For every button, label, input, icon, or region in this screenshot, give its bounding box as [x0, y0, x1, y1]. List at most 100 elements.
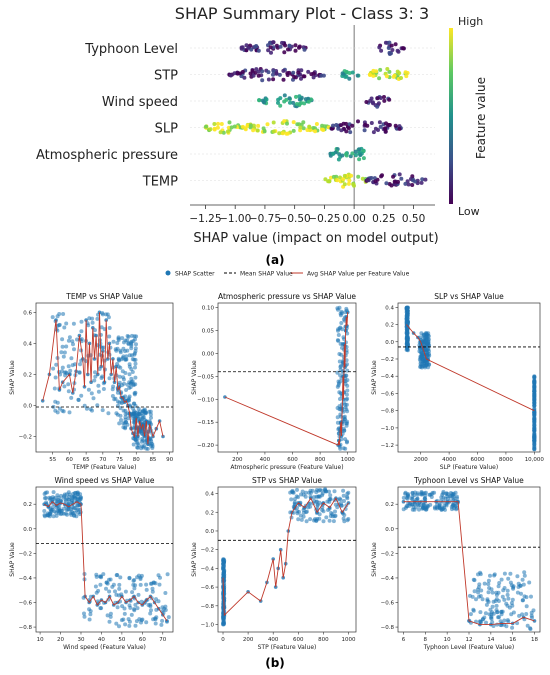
- summary-point: [278, 103, 283, 108]
- subplot-scatter-point: [50, 315, 55, 320]
- subplot-scatter-point: [506, 576, 511, 581]
- subplot-scatter-point: [138, 582, 143, 587]
- subplot-scatter-point: [51, 366, 56, 371]
- summary-point: [423, 177, 428, 182]
- summary-point: [256, 73, 261, 78]
- subplot-scatter-point: [495, 622, 500, 627]
- subplot-x-tick-label: 4000: [442, 457, 456, 463]
- summary-point: [291, 120, 296, 125]
- summary-point: [253, 70, 258, 75]
- subplot-scatter-point: [532, 375, 537, 380]
- subplot-avg-line: [403, 501, 535, 626]
- summary-point: [240, 124, 245, 129]
- subplot-scatter-point: [532, 438, 537, 443]
- summary-point: [232, 71, 237, 76]
- summary-point: [383, 40, 388, 45]
- subplot-scatter-point: [486, 590, 491, 595]
- subplot-scatter-point: [106, 411, 111, 416]
- summary-point: [368, 73, 372, 77]
- summary-point: [282, 93, 287, 98]
- summary-point: [216, 121, 220, 126]
- subplot-scatter-point: [110, 394, 115, 398]
- subplot-y-tick-label: 0.0: [385, 527, 394, 533]
- subplot-scatter-point: [135, 445, 140, 450]
- summary-point: [212, 127, 217, 132]
- subplot-scatter-point: [532, 401, 537, 406]
- subplot-x-tick-label: 0: [221, 637, 225, 643]
- subplot-scatter-point: [82, 611, 86, 616]
- subplot-scatter-point: [54, 513, 59, 518]
- subplot-scatter-point: [401, 507, 406, 512]
- subplot-scatter-point: [338, 311, 343, 316]
- subplot-x-tick-label: 10: [444, 637, 451, 643]
- summary-point: [320, 123, 325, 128]
- subplot-scatter-point: [144, 582, 149, 587]
- summary-point: [360, 176, 365, 181]
- summary-point: [404, 74, 409, 79]
- subplot-scatter-point: [69, 356, 74, 361]
- summary-point: [242, 75, 247, 80]
- subplot-scatter-point: [345, 396, 350, 401]
- subplot-x-label: STP (Feature Value): [258, 644, 317, 651]
- summary-point: [219, 122, 224, 126]
- subplot-scatter-point: [133, 438, 138, 443]
- subplot-scatter-point: [336, 307, 340, 312]
- subplot-scatter-point: [417, 507, 421, 512]
- summary-point: [294, 94, 298, 99]
- summary-point: [372, 176, 377, 181]
- subplot-scatter-point: [321, 519, 326, 524]
- summary-point: [362, 128, 367, 133]
- subplot-scatter-point: [62, 350, 67, 355]
- colorbar-low-label: Low: [458, 205, 480, 218]
- summary-point: [363, 122, 368, 127]
- summary-point: [225, 129, 230, 134]
- summary-point: [228, 73, 233, 78]
- subplot-scatter-point: [405, 496, 410, 501]
- subplot-scatter-point: [70, 339, 75, 344]
- subplot-y-tick-label: 0.2: [385, 502, 394, 508]
- summary-point: [390, 48, 395, 52]
- subplot-scatter-point: [53, 375, 58, 380]
- subplot-y-tick-label: −1.2: [381, 443, 394, 449]
- summary-point: [389, 183, 394, 188]
- subplot-scatter-point: [405, 347, 410, 351]
- subplot-scatter-point: [48, 496, 53, 501]
- subplot-avg-line: [222, 497, 349, 617]
- summary-plot-area: −1.25−1.00−0.75−0.50−0.25 0.00 0.25 0.50 Typ…: [36, 25, 435, 225]
- summary-point: [266, 70, 271, 75]
- subplot-scatter-point: [222, 572, 227, 577]
- subplot-y-tick-label: −0.8: [381, 625, 395, 631]
- subplot-scatter-point: [338, 373, 343, 378]
- summary-point: [281, 77, 286, 82]
- summary-point: [218, 130, 223, 135]
- subplot-scatter-point: [90, 408, 94, 413]
- subplot-scatter-point: [69, 395, 74, 400]
- subplot-scatter-point: [108, 611, 113, 616]
- subplot-y-label: SHAP Value: [9, 360, 16, 395]
- subplot-scatter-point: [78, 497, 83, 502]
- subplot-scatter-point: [66, 338, 71, 343]
- subplot-scatter-point: [340, 345, 344, 350]
- summary-point: [369, 96, 374, 101]
- subplot-scatter-point: [143, 411, 148, 416]
- summary-point: [314, 122, 319, 126]
- subplot-x-tick-label: 60: [66, 457, 73, 463]
- subplot-y-tick-label: 0.0: [23, 527, 32, 533]
- subplot-scatter-point: [107, 334, 112, 339]
- summary-point: [361, 156, 366, 161]
- subplot-scatter-point: [343, 446, 348, 451]
- subplot-scatter-point: [507, 605, 512, 610]
- subplot-scatter-point: [221, 566, 226, 571]
- subplot-x-tick-label: 400: [260, 457, 271, 463]
- subplot-scatter-point: [163, 608, 168, 612]
- summary-point: [347, 178, 352, 183]
- subplot-scatter-point: [110, 387, 115, 392]
- subplot-scatter-point: [515, 590, 520, 595]
- summary-point: [294, 102, 299, 106]
- subplot-scatter-point: [339, 321, 344, 325]
- subplot-y-tick-label: −0.8: [19, 625, 33, 631]
- subplot-scatter-point: [415, 497, 420, 501]
- summary-point: [403, 70, 408, 75]
- summary-point: [349, 173, 354, 178]
- legend-scatter-label: SHAP Scatter: [175, 271, 215, 278]
